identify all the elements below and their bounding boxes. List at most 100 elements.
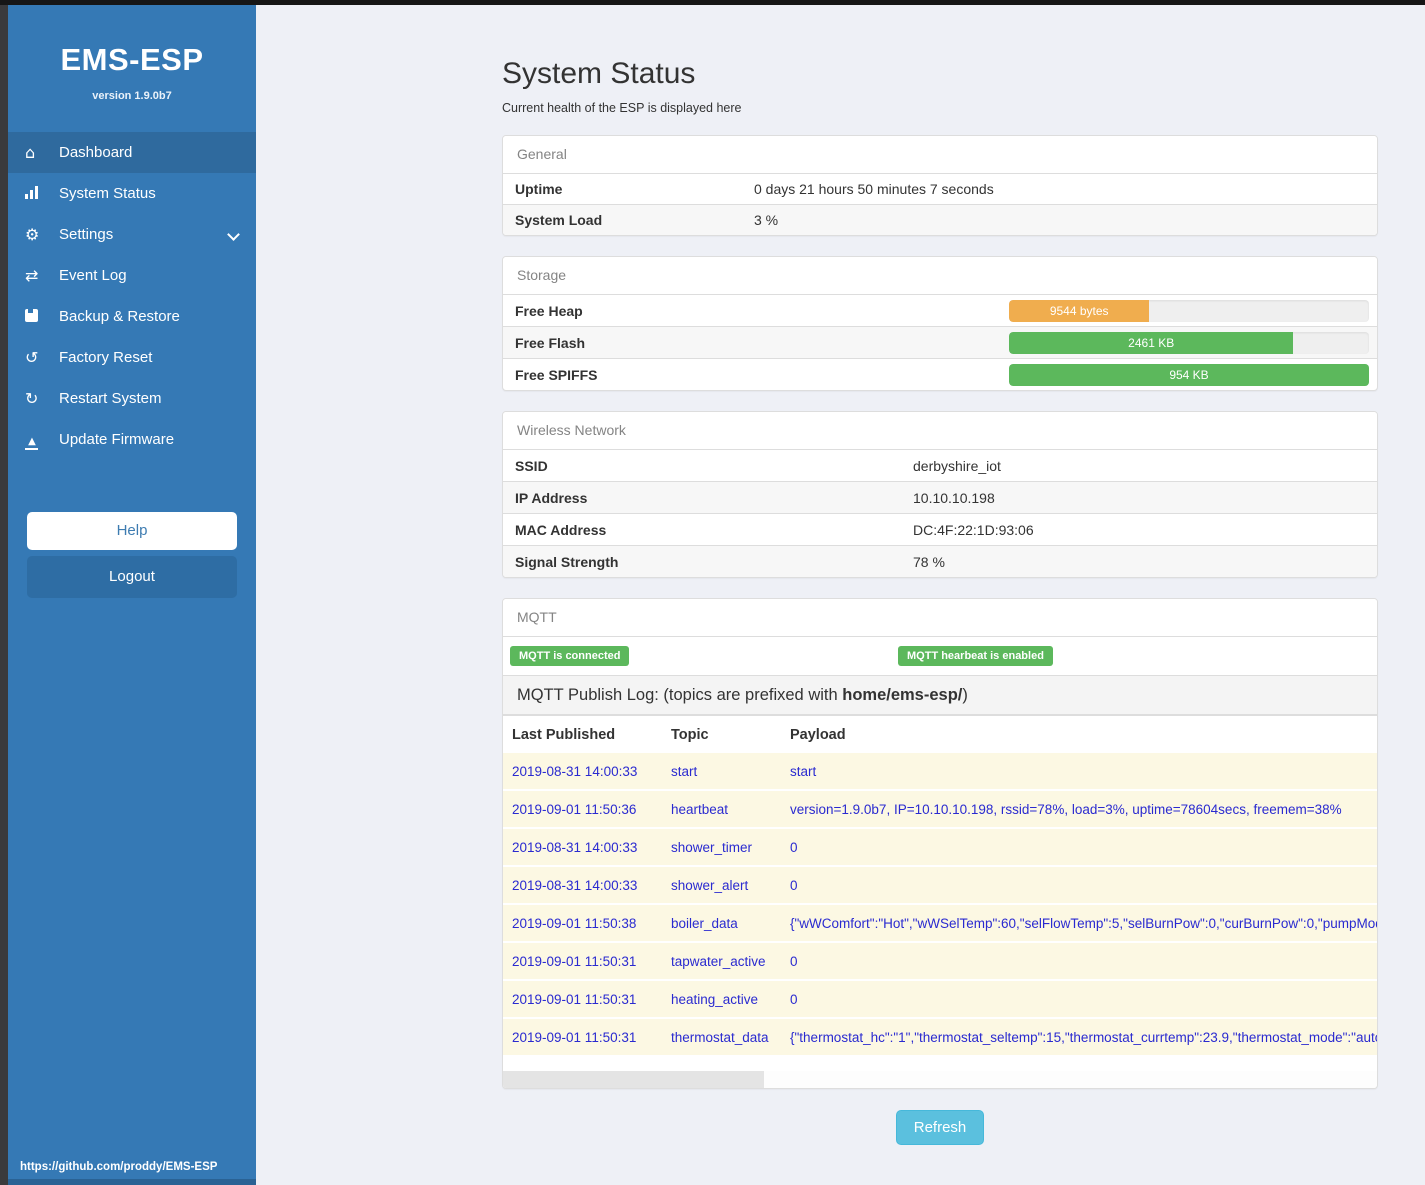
row-label: Uptime (515, 181, 563, 197)
mqtt-connected-badge: MQTT is connected (510, 646, 630, 666)
nav-label: Event Log (59, 267, 127, 284)
table-row: SSID derbyshire_iot (503, 450, 1377, 481)
row-label: IP Address (515, 489, 588, 506)
column-header-topic: Topic (671, 727, 709, 743)
free-flash-progressbar: 2461 KB (1009, 331, 1369, 354)
gear-icon: ⚙ (25, 225, 40, 244)
sidebar-item-backup-restore[interactable]: Backup & Restore (8, 296, 256, 337)
row-label: Free SPIFFS (515, 366, 598, 383)
sidebar-item-dashboard[interactable]: ⌂ Dashboard (8, 132, 256, 173)
log-payload: 0 (790, 840, 798, 855)
table-row: 2019-08-31 14:00:33 start start (503, 753, 1377, 789)
logout-button[interactable]: Logout (27, 556, 237, 598)
sidebar-nav: ⌂ Dashboard System Status ⚙ Settings ⇄ E… (8, 132, 256, 460)
wireless-panel: Wireless Network SSID derbyshire_iot IP … (502, 411, 1378, 578)
sidebar-item-update-firmware[interactable]: ▲ Update Firmware (8, 419, 256, 460)
nav-label: Backup & Restore (59, 308, 180, 325)
log-payload: version=1.9.0b7, IP=10.10.10.198, rssid=… (790, 802, 1342, 817)
log-time: 2019-08-31 14:00:33 (512, 840, 638, 855)
log-time: 2019-09-01 11:50:36 (512, 802, 637, 817)
table-row: Uptime 0 days 21 hours 50 minutes 7 seco… (503, 174, 1377, 204)
log-topic: heating_active (671, 992, 759, 1007)
general-panel-title: General (503, 136, 1377, 174)
page-title: System Status (502, 57, 696, 90)
storage-panel-title: Storage (503, 257, 1377, 295)
log-payload: start (790, 764, 817, 779)
log-topic: start (671, 764, 698, 779)
nav-label: Settings (59, 226, 114, 243)
row-label: MAC Address (515, 521, 607, 538)
log-payload: 0 (790, 954, 798, 969)
main-area: System Status Current health of the ESP … (256, 0, 1425, 1185)
log-time: 2019-08-31 14:00:33 (512, 764, 638, 779)
log-topic: shower_timer (671, 840, 753, 855)
log-payload: {"thermostat_hc":"1","thermostat_seltemp… (790, 1030, 1377, 1045)
table-row: Free Flash 2461 KB (503, 326, 1377, 358)
sidebar-item-event-log[interactable]: ⇄ Event Log (8, 255, 256, 296)
mqtt-status-row: MQTT is connected MQTT hearbeat is enabl… (503, 637, 1377, 675)
table-row: MAC Address DC:4F:22:1D:93:06 (503, 513, 1377, 545)
column-header-payload: Payload (790, 727, 846, 743)
table-bottom-padding (503, 1055, 1377, 1071)
row-label: Signal Strength (515, 553, 619, 570)
publish-log-topic-prefix: home/ems-esp/ (842, 686, 963, 704)
rotate-left-icon: ↺ (25, 348, 39, 367)
upload-icon: ▲ (25, 429, 49, 450)
brand: EMS-ESP version 1.9.0b7 (8, 0, 256, 102)
table-row: 2019-09-01 11:50:36 heartbeat version=1.… (503, 789, 1377, 827)
wireless-panel-title: Wireless Network (503, 412, 1377, 450)
row-value: derbyshire_iot (913, 457, 1001, 474)
log-topic: tapwater_active (671, 954, 766, 969)
log-time: 2019-09-01 11:50:31 (512, 1030, 637, 1045)
content: System Status Current health of the ESP … (502, 0, 1378, 1145)
row-label: Free Heap (515, 302, 583, 319)
row-label: SSID (515, 457, 548, 474)
mqtt-panel: MQTT MQTT is connected MQTT hearbeat is … (502, 598, 1378, 1089)
refresh-icon: ↻ (25, 389, 39, 408)
table-row: 2019-09-01 11:50:31 heating_active 0 (503, 979, 1377, 1017)
nav-label: Factory Reset (59, 349, 153, 366)
progress-fill: 9544 bytes (1009, 299, 1150, 322)
nav-label: Restart System (59, 390, 162, 407)
nav-label: Update Firmware (59, 431, 175, 448)
row-value: 10.10.10.198 (913, 489, 995, 506)
table-row: 2019-09-01 11:50:31 tapwater_active 0 (503, 941, 1377, 979)
row-value: 3 % (754, 212, 779, 228)
log-payload: {"wWComfort":"Hot","wWSelTemp":60,"selFl… (790, 916, 1377, 931)
row-value: 78 % (913, 553, 945, 570)
chevron-down-icon (227, 228, 240, 241)
mqtt-heartbeat-badge: MQTT hearbeat is enabled (898, 646, 1053, 666)
scrollbar-thumb[interactable] (503, 1071, 764, 1088)
log-time: 2019-09-01 11:50:31 (512, 992, 637, 1007)
sidebar-bottom-strip (8, 1179, 256, 1185)
publish-log-suffix: ) (962, 686, 968, 704)
progress-fill: 2461 KB (1009, 331, 1294, 354)
sidebar: EMS-ESP version 1.9.0b7 ⌂ Dashboard Syst… (8, 0, 256, 1185)
table-row: System Load 3 % (503, 204, 1377, 235)
free-spiffs-progressbar: 954 KB (1009, 363, 1369, 386)
help-button[interactable]: Help (27, 512, 237, 550)
log-table-header: Last Published Topic Payload (503, 715, 1377, 753)
sidebar-item-factory-reset[interactable]: ↺ Factory Reset (8, 337, 256, 378)
nav-label: System Status (59, 185, 156, 202)
row-value: 0 days 21 hours 50 minutes 7 seconds (754, 181, 994, 197)
refresh-button[interactable]: Refresh (895, 1110, 985, 1145)
sidebar-item-restart-system[interactable]: ↻ Restart System (8, 378, 256, 419)
row-label: Free Flash (515, 334, 586, 351)
exchange-icon: ⇄ (25, 266, 39, 285)
sidebar-item-system-status[interactable]: System Status (8, 173, 256, 214)
github-link[interactable]: https://github.com/proddy/EMS-ESP (20, 1161, 218, 1173)
row-value: DC:4F:22:1D:93:06 (913, 521, 1034, 538)
horizontal-scrollbar[interactable] (503, 1071, 1377, 1088)
log-topic: heartbeat (671, 802, 729, 817)
log-time: 2019-09-01 11:50:31 (512, 954, 637, 969)
app-title: EMS-ESP (60, 42, 204, 77)
table-row: 2019-09-01 11:50:31 thermostat_data {"th… (503, 1017, 1377, 1055)
sidebar-item-settings[interactable]: ⚙ Settings (8, 214, 256, 255)
log-time: 2019-09-01 11:50:38 (512, 916, 637, 931)
app-version: version 1.9.0b7 (92, 90, 172, 102)
table-row: 2019-08-31 14:00:33 shower_timer 0 (503, 827, 1377, 865)
log-topic: boiler_data (671, 916, 738, 931)
home-icon: ⌂ (25, 143, 36, 162)
storage-panel: Storage Free Heap 9544 bytes Free Flash … (502, 256, 1378, 391)
